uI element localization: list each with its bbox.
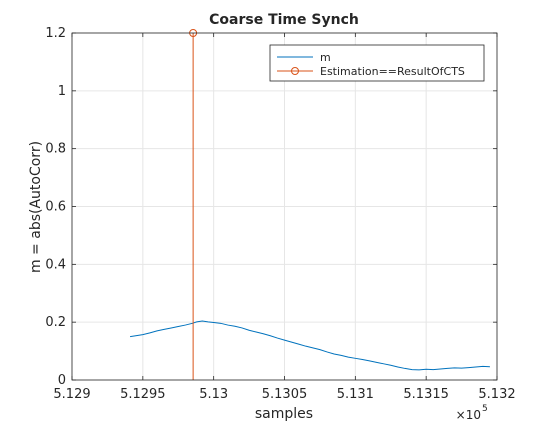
y-tick-label: 1 [58, 84, 66, 99]
y-tick-label: 1.2 [45, 26, 66, 41]
legend-box [269, 44, 485, 82]
tick-marks: 5.129 5.1295 5.13 5.1305 5.131 5.1315 5.132 0 0.… [45, 26, 515, 402]
x-tick-label: 5.131 [337, 387, 374, 402]
x-exponent-power: 5 [482, 404, 488, 414]
x-tick-label: 5.1295 [120, 387, 166, 402]
plot-series [130, 29, 490, 380]
y-tick-label: 0 [58, 373, 66, 388]
y-tick-label: 0.4 [45, 257, 66, 272]
chart-title: Coarse Time Synch [209, 12, 359, 28]
x-axis-label: samples [255, 406, 313, 422]
y-tick-label: 0.8 [45, 142, 66, 157]
x-exponent-base: ×10 [456, 408, 481, 422]
legend-label-m: m [320, 51, 331, 64]
series-line-m [130, 320, 490, 371]
x-tick-label: 5.129 [53, 387, 90, 402]
legend-marker-estimation [291, 67, 299, 75]
legend: m Estimation==ResultOfCTS [269, 44, 485, 82]
x-tick-label: 5.1305 [262, 387, 308, 402]
legend-label-estimation: Estimation==ResultOfCTS [320, 65, 465, 78]
y-axis-label: m = abs(AutoCorr) [28, 141, 44, 273]
y-tick-label: 0.6 [45, 200, 66, 215]
grid-lines [71, 32, 498, 381]
x-tick-label: 5.13 [199, 387, 228, 402]
x-tick-label: 5.132 [478, 387, 515, 402]
x-tick-label: 5.1315 [403, 387, 449, 402]
y-tick-label: 0.2 [45, 315, 66, 330]
